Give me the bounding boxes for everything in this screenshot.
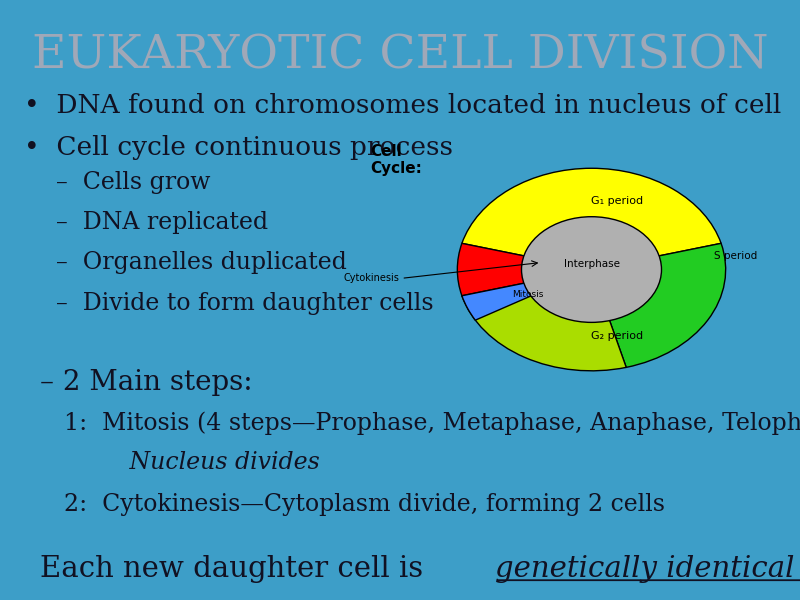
Text: •  Cell cycle continuous process: • Cell cycle continuous process <box>24 135 453 160</box>
Text: 1:  Mitosis (4 steps—Prophase, Metaphase, Anaphase, Telophase): 1: Mitosis (4 steps—Prophase, Metaphase,… <box>64 411 800 434</box>
Text: •  DNA found on chromosomes located in nucleus of cell: • DNA found on chromosomes located in nu… <box>24 93 782 118</box>
Wedge shape <box>462 168 721 261</box>
Text: –  Divide to form daughter cells: – Divide to form daughter cells <box>56 292 434 314</box>
Text: EUKARYOTIC CELL DIVISION: EUKARYOTIC CELL DIVISION <box>32 33 768 78</box>
Wedge shape <box>462 278 553 320</box>
Text: Interphase: Interphase <box>563 259 619 269</box>
Text: G₁ period: G₁ period <box>591 196 643 206</box>
Text: –  DNA replicated: – DNA replicated <box>56 211 268 234</box>
Text: genetically identical: genetically identical <box>495 555 794 583</box>
Text: 2:  Cytokinesis—Cytoplasm divide, forming 2 cells: 2: Cytokinesis—Cytoplasm divide, forming… <box>64 493 665 516</box>
Text: Mitosis: Mitosis <box>512 290 543 299</box>
Wedge shape <box>603 244 726 367</box>
Text: Each new daughter cell is: Each new daughter cell is <box>40 555 432 583</box>
Wedge shape <box>458 244 549 296</box>
Text: Nucleus divides: Nucleus divides <box>92 451 320 474</box>
Text: S period: S period <box>714 251 758 262</box>
Text: –  Organelles duplicated: – Organelles duplicated <box>56 251 347 274</box>
Text: – 2 Main steps:: – 2 Main steps: <box>40 369 253 396</box>
Text: Cytokinesis: Cytokinesis <box>343 274 399 283</box>
Circle shape <box>522 217 662 322</box>
Text: G₂ period: G₂ period <box>591 331 643 341</box>
Wedge shape <box>462 278 626 371</box>
Text: –  Cells grow: – Cells grow <box>56 171 210 194</box>
Text: Cell
Cycle:: Cell Cycle: <box>370 143 422 176</box>
